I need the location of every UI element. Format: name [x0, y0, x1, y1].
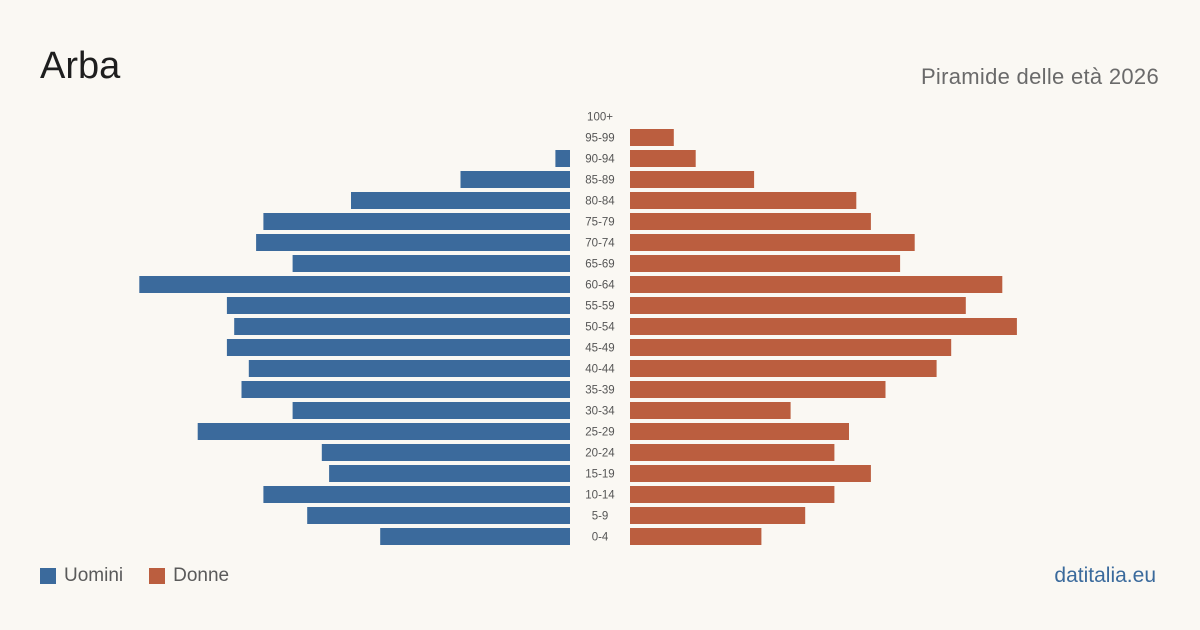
- age-label-45-49: 45-49: [585, 343, 614, 355]
- bar-donne-90-94: [630, 150, 696, 167]
- bar-donne-5-9: [630, 507, 806, 524]
- age-label-25-29: 25-29: [585, 427, 614, 439]
- bar-uomini-20-24: [321, 444, 570, 461]
- bar-uomini-50-54: [234, 318, 570, 335]
- age-label-50-54: 50-54: [585, 322, 615, 334]
- bar-donne-20-24: [630, 444, 835, 461]
- age-label-100+: 100+: [587, 112, 613, 124]
- age-label-75-79: 75-79: [585, 217, 614, 229]
- bar-uomini-45-49: [226, 339, 570, 356]
- bar-donne-10-14: [630, 486, 835, 503]
- age-label-95-99: 95-99: [585, 133, 614, 145]
- bar-donne-40-44: [630, 360, 937, 377]
- legend-item-donne: Donne: [149, 565, 229, 587]
- bar-uomini-15-19: [329, 465, 570, 482]
- bar-donne-25-29: [630, 423, 849, 440]
- bar-uomini-65-69: [292, 255, 570, 272]
- bar-uomini-5-9: [307, 507, 570, 524]
- bar-donne-65-69: [630, 255, 901, 272]
- age-label-60-64: 60-64: [585, 280, 615, 292]
- age-label-15-19: 15-19: [585, 469, 614, 481]
- bar-uomini-40-44: [248, 360, 571, 377]
- legend-swatch-uomini: [40, 568, 56, 584]
- age-label-20-24: 20-24: [585, 448, 615, 460]
- bar-donne-70-74: [630, 234, 915, 251]
- bar-donne-50-54: [630, 318, 1017, 335]
- bar-donne-85-89: [630, 171, 755, 188]
- chart-title: Arba: [40, 45, 121, 87]
- bar-uomini-30-34: [292, 402, 570, 419]
- age-label-55-59: 55-59: [585, 301, 614, 313]
- age-label-70-74: 70-74: [585, 238, 615, 250]
- bar-donne-45-49: [630, 339, 952, 356]
- bar-uomini-55-59: [226, 297, 570, 314]
- age-label-0-4: 0-4: [592, 532, 609, 544]
- bar-donne-0-4: [630, 528, 762, 545]
- age-label-80-84: 80-84: [585, 196, 615, 208]
- bar-donne-30-34: [630, 402, 791, 419]
- bar-donne-15-19: [630, 465, 871, 482]
- age-label-85-89: 85-89: [585, 175, 614, 187]
- age-label-35-39: 35-39: [585, 385, 614, 397]
- bar-uomini-90-94: [555, 150, 570, 167]
- bar-uomini-60-64: [139, 276, 571, 293]
- legend-swatch-donne: [149, 568, 166, 584]
- bar-uomini-80-84: [351, 192, 570, 209]
- age-label-65-69: 65-69: [585, 259, 614, 271]
- legend-label-donne: Donne: [173, 565, 230, 586]
- bar-uomini-35-39: [241, 381, 570, 398]
- bar-donne-80-84: [630, 192, 857, 209]
- bar-donne-95-99: [630, 129, 674, 146]
- age-label-5-9: 5-9: [592, 511, 609, 523]
- age-label-90-94: 90-94: [585, 154, 615, 166]
- age-label-40-44: 40-44: [585, 364, 615, 376]
- bar-donne-55-59: [630, 297, 966, 314]
- bar-donne-60-64: [630, 276, 1003, 293]
- legend-label-uomini: Uomini: [64, 565, 124, 586]
- bar-uomini-0-4: [380, 528, 570, 545]
- bar-uomini-25-29: [197, 423, 570, 440]
- source-link[interactable]: datitalia.eu: [1054, 564, 1156, 587]
- bar-donne-75-79: [630, 213, 871, 230]
- bar-donne-35-39: [630, 381, 886, 398]
- legend: Uomini Donne: [40, 565, 255, 587]
- bar-uomini-10-14: [263, 486, 570, 503]
- bar-uomini-75-79: [263, 213, 570, 230]
- chart-subtitle: Piramide delle età 2026: [920, 64, 1159, 89]
- age-label-10-14: 10-14: [585, 490, 615, 502]
- age-label-30-34: 30-34: [585, 406, 615, 418]
- legend-item-uomini: Uomini: [40, 565, 123, 587]
- bar-uomini-85-89: [460, 171, 570, 188]
- bar-uomini-70-74: [256, 234, 570, 251]
